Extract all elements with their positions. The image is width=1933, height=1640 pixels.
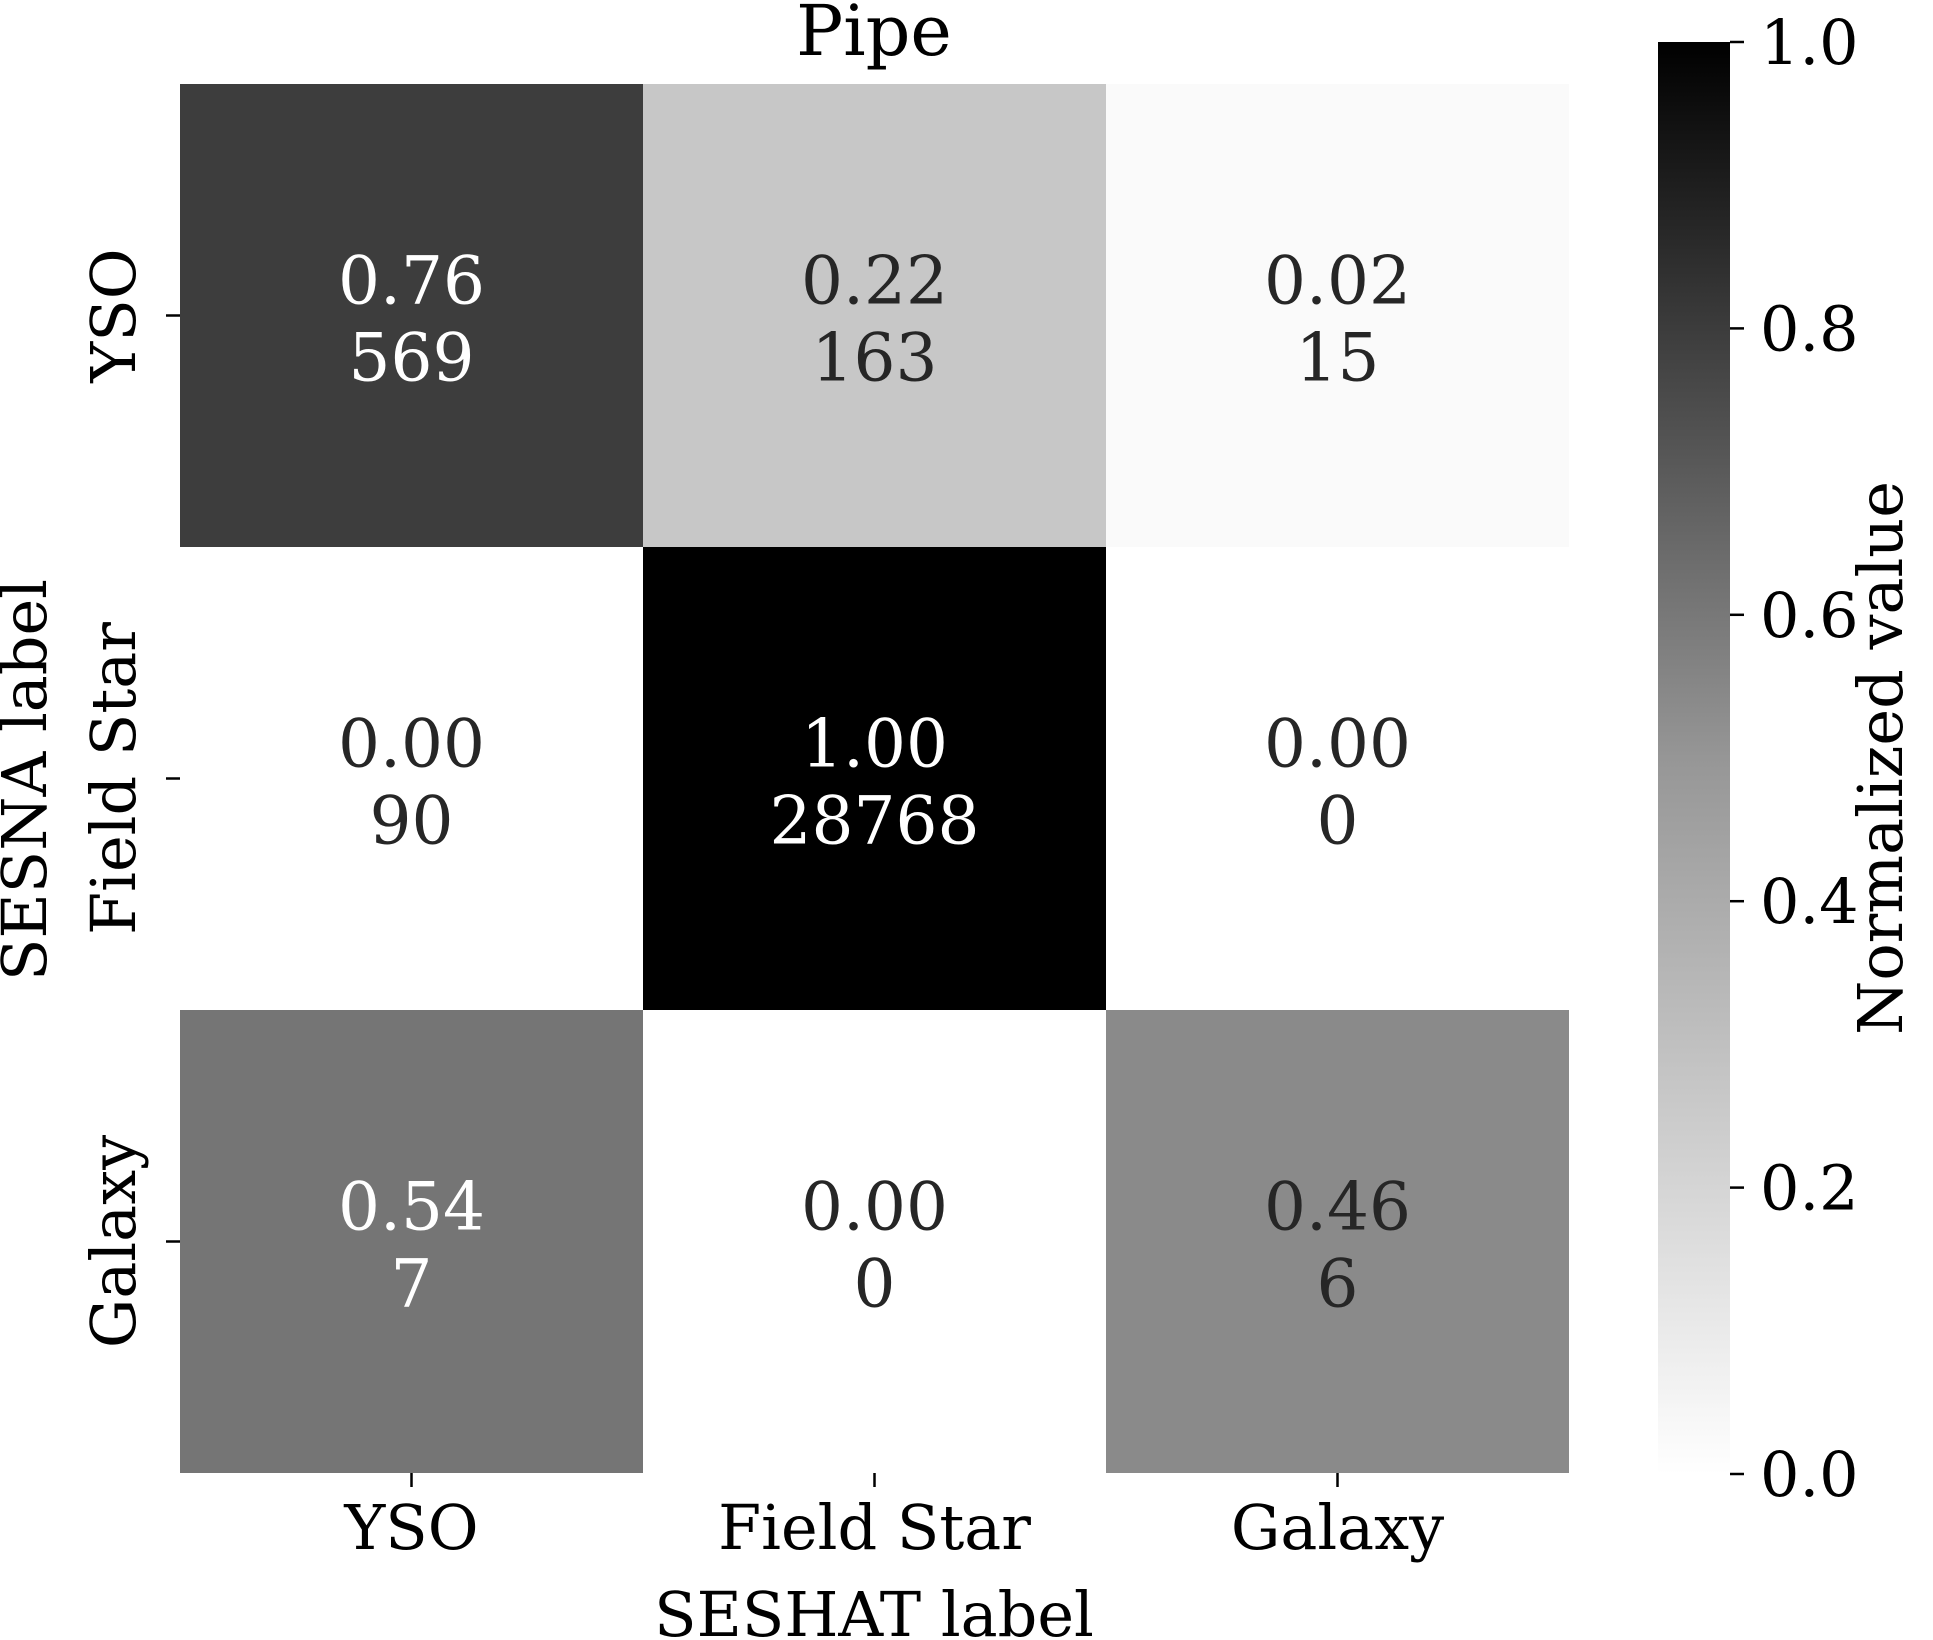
colorbar-tick-label: 0.0 [1760,1438,1859,1511]
cell-count-label: 28768 [770,783,980,860]
y-tick-label: Galaxy [77,1135,150,1348]
colorbar-gradient [1658,42,1730,1474]
cell-normalized-label: 1.00 [801,706,948,783]
cell-count-label: 569 [349,320,475,397]
heatmap-cells: 0.765690.221630.02150.00901.00287680.000… [180,84,1569,1473]
heatmap-cell [180,1010,643,1473]
colorbar-tick-label: 1.0 [1760,6,1859,79]
heatmap-cell [180,84,643,547]
cell-normalized-label: 0.00 [1264,706,1411,783]
y-axis-label: SESNA label [0,579,61,981]
cell-normalized-label: 0.54 [338,1169,485,1246]
heatmap-cell [1106,1010,1569,1473]
cell-count-label: 0 [854,1246,896,1323]
cell-count-label: 0 [1317,783,1359,860]
cell-normalized-label: 0.22 [801,243,948,320]
colorbar-tick-label: 0.6 [1760,579,1859,652]
colorbar-tick-label: 0.8 [1760,292,1859,365]
y-tick-label: Field Star [77,622,150,935]
cell-count-label: 90 [370,783,454,860]
x-tick-label: YSO [343,1491,478,1564]
heatmap-cell [643,547,1106,1010]
y-tick-label: YSO [77,248,150,383]
colorbar: 0.0 0.2 0.4 0.6 0.8 1.0 Normalized value [1658,6,1917,1511]
colorbar-ticks: 0.0 0.2 0.4 0.6 0.8 1.0 [1730,6,1859,1511]
colorbar-tick-label: 0.2 [1760,1152,1859,1225]
y-axis: YSO Field Star Galaxy [77,248,180,1348]
cell-normalized-label: 0.00 [338,706,485,783]
cell-normalized-label: 0.76 [338,243,485,320]
colorbar-label: Normalized value [1844,481,1917,1035]
x-tick-label: Field Star [718,1491,1031,1564]
cell-normalized-label: 0.00 [801,1169,948,1246]
cell-count-label: 15 [1296,320,1380,397]
cell-count-label: 6 [1317,1246,1359,1323]
cell-count-label: 7 [391,1246,433,1323]
x-axis-label: SESHAT label [654,1578,1094,1640]
cell-normalized-label: 0.46 [1264,1169,1411,1246]
colorbar-tick-label: 0.4 [1760,865,1859,938]
x-tick-label: Galaxy [1231,1491,1444,1564]
x-axis: YSO Field Star Galaxy [343,1473,1444,1564]
cell-normalized-label: 0.02 [1264,243,1411,320]
heatmap-cell [1106,84,1569,547]
cell-count-label: 163 [812,320,938,397]
chart-title: Pipe [796,0,952,72]
heatmap-cell [180,547,643,1010]
heatmap-cell [643,84,1106,547]
heatmap-cell [1106,547,1569,1010]
heatmap-cell [643,1010,1106,1473]
